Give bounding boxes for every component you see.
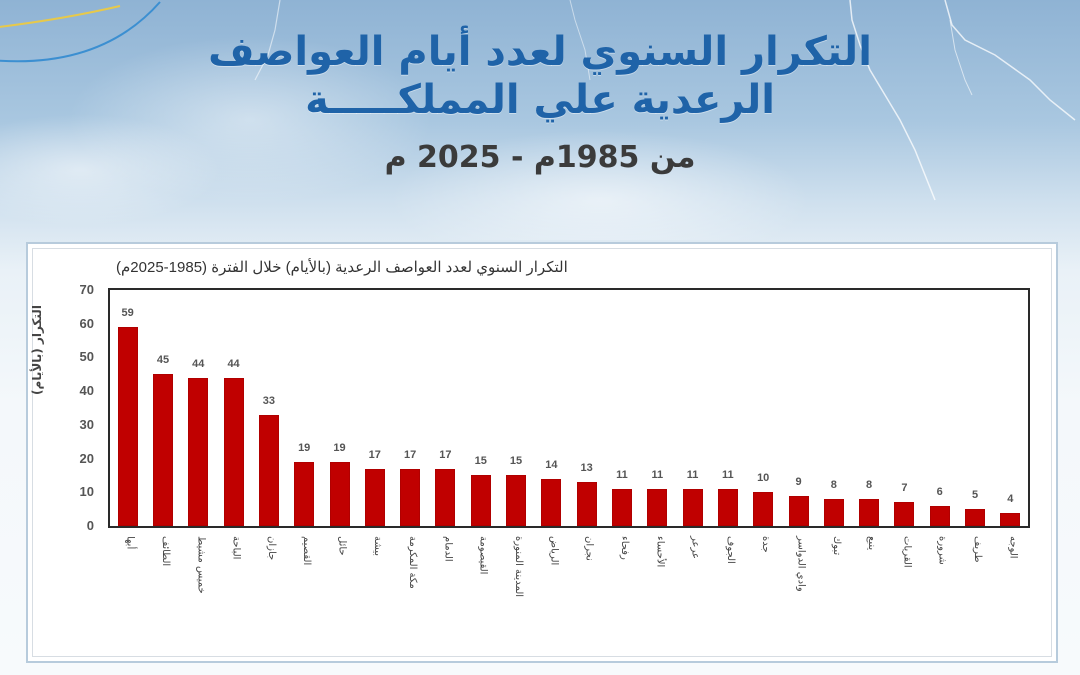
bar [435,468,456,526]
bar-value-label: 15 [474,455,487,468]
bar-value-label: 33 [262,394,275,407]
blue-arc-icon [0,1,161,63]
bar [965,509,986,526]
bar-value-label: 17 [368,448,381,461]
x-tick-label: تبوك [830,536,842,556]
y-tick-label: 60 [79,315,94,331]
bar [470,475,491,526]
x-tick-label: القصيم [301,536,313,566]
bar-value-label: 8 [830,479,837,492]
bar [753,492,774,526]
bar-value-label: 17 [403,448,417,461]
bar [506,475,527,526]
bar-value-label: 11 [722,468,734,481]
bar [576,482,597,526]
y-tick-label: 0 [86,518,94,533]
title-line-1: التكرار السنوي لعدد أيام العواصف [208,29,872,75]
x-tick-label: القريات [901,536,913,568]
chart-frame-inner [32,248,1052,657]
y-tick-label: 10 [79,484,94,500]
bar [823,499,844,526]
x-tick-label: القيصومة [477,536,489,575]
bar-value-label: 6 [936,485,943,498]
date-range-subtitle: من 1985م - 2025 م [384,140,696,175]
bar-value-label: 19 [298,441,311,454]
x-tick-label: ينبع [866,536,878,551]
x-tick-label: خميس مشيط [195,536,207,594]
bar-value-label: 8 [866,479,873,492]
bar-value-label: 7 [901,482,908,495]
x-tick-label: رفحاء [618,536,630,560]
bar [859,499,880,526]
bar [364,468,385,526]
bar-value-label: 13 [580,462,593,475]
bar [1000,512,1021,526]
bar-value-label: 17 [439,448,452,461]
x-tick-label: الوجه [1007,536,1019,559]
x-tick-label: جازان [265,536,277,561]
bar [611,488,632,526]
bar-value-label: 14 [545,458,558,471]
x-tick-label: مكة المكرمة [407,536,419,589]
bar [682,488,703,526]
x-tick-label: طريف [972,536,984,563]
x-tick-label: المدينة المنورة [513,536,525,598]
bar-value-label: 10 [757,472,770,485]
y-axis-label: التكرار (بالأيام) [30,305,44,395]
bar [329,461,350,526]
x-tick-label: الرياض [548,536,560,566]
bar [400,468,421,526]
yellow-arc-icon [0,5,121,28]
bar [294,461,315,526]
bar [152,374,173,526]
x-tick-label: الجوف [724,536,736,564]
bar [717,488,738,526]
bar-value-label: 5 [971,489,979,502]
page-header: التكرار السنوي لعدد أيام العواصف الرعدية… [180,28,900,178]
x-tick-label: الدمام [442,536,454,562]
x-tick-label: الباحة [230,536,242,560]
x-tick-label: الطائف [159,536,171,567]
y-tick-label: 40 [79,383,94,399]
bar [894,502,915,526]
y-tick-label: 30 [79,416,94,432]
x-tick-label: عرعر [689,536,701,559]
title-line-2: الرعدية علي المملكـــــة [305,77,775,123]
bar-value-label: 11 [616,468,628,481]
y-tick-label: 70 [79,282,94,297]
y-tick-label: 20 [79,450,94,466]
bar-value-label: 44 [192,357,205,370]
x-tick-label: الأحساء [654,536,666,568]
bar-value-label: 19 [333,441,346,454]
x-tick-label: أبها [124,536,136,550]
x-tick-label: وادي الدواسر [795,536,807,592]
bar [647,488,668,526]
bar-value-label: 9 [795,475,802,488]
bar [223,377,244,526]
bar-value-label: 59 [121,307,134,320]
x-tick-label: شرورة [936,536,948,565]
bar-value-label: 11 [651,468,664,481]
lightning-icon [944,0,1076,121]
x-tick-label: جدة [760,536,772,553]
bar [929,505,950,526]
x-tick-label: حائل [336,536,348,556]
bar-value-label: 11 [686,468,699,481]
bar [788,495,809,526]
bar-value-label: 15 [509,455,523,468]
bar-value-label: 44 [227,357,240,370]
bar [117,327,138,526]
bar-value-label: 4 [1007,492,1014,505]
y-tick-label: 50 [79,349,94,365]
bar [188,377,209,526]
lightning-icon [949,19,973,96]
chart-title: التكرار السنوي لعدد العواصف الرعدية (بال… [116,259,568,276]
bar [258,414,279,526]
bar [541,478,562,526]
x-tick-label: بيشة [371,536,383,557]
bar-value-label: 45 [156,354,170,367]
x-tick-label: نجران [583,536,595,561]
